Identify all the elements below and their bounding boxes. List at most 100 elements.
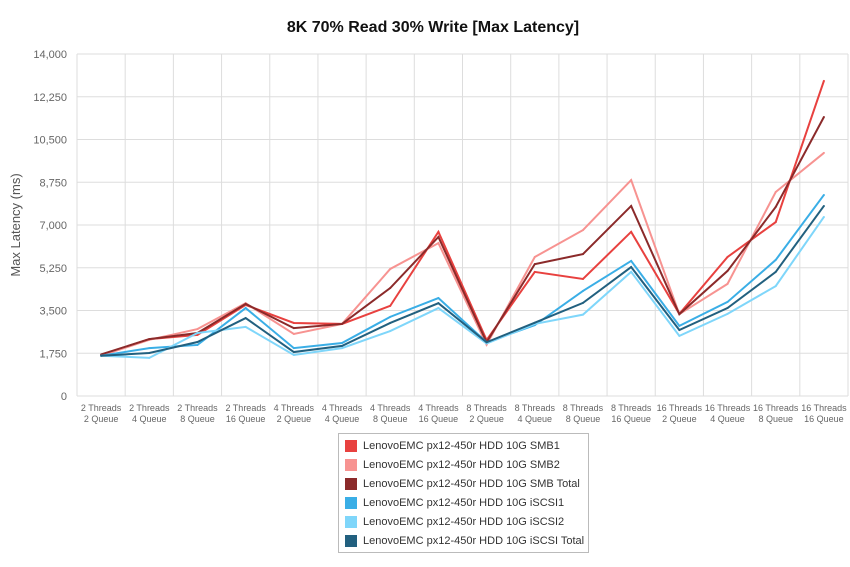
x-tick-label: 8 Queue [373,414,408,424]
x-tick-label: 2 Threads [177,403,218,413]
legend-label: LenovoEMC px12-450r HDD 10G SMB1 [363,439,560,452]
data-point [148,338,151,341]
x-tick-label: 8 Queue [180,414,215,424]
data-point [726,269,729,272]
data-point [774,205,777,208]
data-point [341,344,344,347]
x-tick-label: 16 Threads [657,403,703,413]
data-point [581,313,584,316]
data-point [822,193,825,196]
data-point [389,330,392,333]
y-tick-label: 7,000 [39,220,67,232]
data-point [581,253,584,256]
legend: LenovoEMC px12-450r HDD 10G SMB1 LenovoEM… [338,433,589,553]
data-point [774,270,777,273]
data-point [822,151,825,154]
data-point [581,289,584,292]
data-point [774,191,777,194]
data-point [389,287,392,290]
data-point [726,282,729,285]
data-point [389,321,392,324]
data-point [533,321,536,324]
data-point [630,230,633,233]
x-tick-label: 8 Threads [515,403,556,413]
data-point [774,221,777,224]
x-tick-label: 4 Threads [418,403,459,413]
series-line-0 [100,80,825,356]
legend-label: LenovoEMC px12-450r HDD 10G SMB2 [363,458,560,471]
data-point [726,312,729,315]
data-point [581,301,584,304]
y-tick-label: 10,500 [33,135,67,147]
data-point [389,315,392,318]
x-tick-label: 4 Queue [132,414,167,424]
data-point [437,230,440,233]
data-point [678,313,681,316]
x-tick-label: 2 Queue [662,414,697,424]
x-tick-label: 8 Threads [563,403,604,413]
data-point [292,332,295,335]
x-tick-label: 16 Threads [705,403,751,413]
series-line-5 [101,205,825,357]
legend-swatch [345,458,357,471]
y-tick-label: 8,750 [39,177,67,189]
data-point [292,351,295,354]
y-tick-label: 0 [61,391,67,403]
data-point [292,347,295,350]
data-point [630,270,633,273]
data-point [822,79,825,82]
data-point [292,321,295,324]
data-point [100,354,103,357]
series-line-2 [100,116,825,356]
data-point [822,116,825,119]
legend-item: LenovoEMC px12-450r HDD 10G SMB Total [339,474,588,493]
data-point [196,333,199,336]
legend-swatch [345,439,357,452]
x-tick-label: 4 Threads [322,403,363,413]
legend-item: LenovoEMC px12-450r HDD 10G iSCSI1 [339,493,588,512]
data-point [822,215,825,218]
series-line-1 [100,152,825,357]
x-tick-label: 8 Threads [466,403,507,413]
plot-area: 0 1,750 3,500 5,250 7,000 8,750 10,500 12,250 14… [8,49,849,424]
data-point [822,204,825,207]
y-tick-label: 1,750 [39,348,67,360]
data-point [630,179,633,182]
data-point [196,328,199,331]
legend-item: LenovoEMC px12-450r HDD 10G iSCSI Total [339,531,588,550]
legend-label: LenovoEMC px12-450r HDD 10G iSCSI2 [363,515,565,528]
data-point [533,263,536,266]
legend-label: LenovoEMC px12-450r HDD 10G iSCSI Total [363,534,585,547]
legend-label: LenovoEMC px12-450r HDD 10G iSCSI1 [363,496,565,509]
data-point [581,277,584,280]
data-point [630,266,633,269]
data-point [726,300,729,303]
data-point [244,302,247,305]
x-tick-label: 4 Queue [325,414,360,424]
x-tick-label: 16 Queue [611,414,651,424]
x-tick-label: 16 Threads [753,403,799,413]
data-point [437,242,440,245]
x-tick-label: 2 Queue [277,414,312,424]
x-tick-label: 8 Threads [611,403,652,413]
data-point [389,267,392,270]
data-point [341,347,344,350]
data-point [148,356,151,359]
data-point [437,297,440,300]
data-point [485,341,488,344]
x-tick-label: 16 Queue [226,414,266,424]
data-point [774,285,777,288]
data-point [726,256,729,259]
data-point [196,331,199,334]
legend-swatch [345,496,357,509]
x-tick-label: 4 Queue [710,414,745,424]
x-tick-label: 2 Queue [469,414,504,424]
chart-title: 8K 70% Read 30% Write [Max Latency] [286,19,580,36]
legend-swatch [345,477,357,490]
y-tick-label: 5,250 [39,263,67,275]
y-tick-label: 12,250 [33,92,67,104]
legend-item: LenovoEMC px12-450r HDD 10G SMB1 [339,436,588,455]
legend-item: LenovoEMC px12-450r HDD 10G SMB2 [339,455,588,474]
y-tick-label: 3,500 [39,306,67,318]
